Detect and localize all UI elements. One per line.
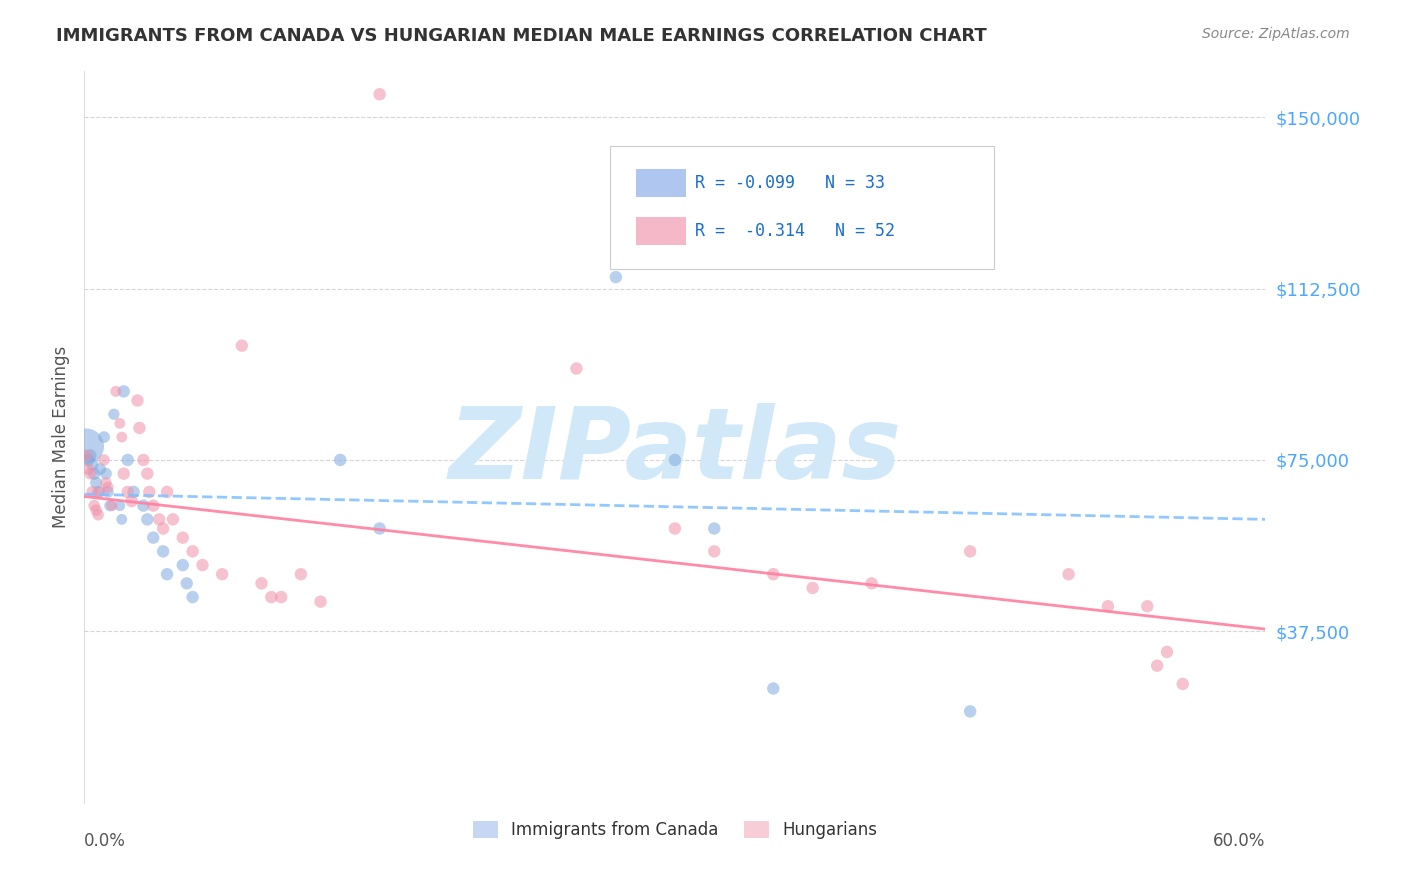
- Point: [84, 503, 107, 517]
- Point: [132, 453, 155, 467]
- Point: [1057, 567, 1080, 582]
- Point: [83, 467, 105, 481]
- Point: [250, 576, 273, 591]
- Point: [211, 567, 233, 582]
- Point: [1156, 645, 1178, 659]
- Point: [368, 87, 391, 102]
- Point: [75, 448, 97, 462]
- Point: [329, 453, 352, 467]
- Point: [104, 384, 127, 399]
- Text: 0.0%: 0.0%: [84, 832, 127, 850]
- Point: [142, 499, 165, 513]
- Point: [231, 338, 253, 352]
- Point: [1097, 599, 1119, 614]
- Point: [136, 467, 159, 481]
- Point: [260, 590, 283, 604]
- Point: [959, 544, 981, 558]
- Point: [162, 512, 184, 526]
- Point: [762, 681, 785, 696]
- Point: [664, 453, 686, 467]
- Point: [132, 499, 155, 513]
- Point: [82, 458, 104, 472]
- Point: [101, 499, 124, 513]
- Point: [136, 512, 159, 526]
- Point: [98, 499, 121, 513]
- Point: [148, 512, 170, 526]
- Point: [290, 567, 312, 582]
- Point: [605, 270, 627, 285]
- Point: [664, 521, 686, 535]
- Point: [270, 590, 292, 604]
- Point: [181, 590, 204, 604]
- Point: [309, 594, 332, 608]
- Point: [142, 531, 165, 545]
- Point: [93, 430, 115, 444]
- Text: IMMIGRANTS FROM CANADA VS HUNGARIAN MEDIAN MALE EARNINGS CORRELATION CHART: IMMIGRANTS FROM CANADA VS HUNGARIAN MEDI…: [56, 27, 987, 45]
- Point: [77, 453, 100, 467]
- Point: [117, 484, 139, 499]
- Point: [703, 521, 725, 535]
- Point: [801, 581, 824, 595]
- Point: [762, 567, 785, 582]
- Point: [108, 499, 131, 513]
- Point: [959, 705, 981, 719]
- Point: [93, 453, 115, 467]
- Point: [152, 544, 174, 558]
- Point: [156, 484, 179, 499]
- Point: [112, 467, 135, 481]
- Point: [111, 512, 134, 526]
- Point: [172, 531, 194, 545]
- Point: [176, 576, 198, 591]
- Text: ZIPatlas: ZIPatlas: [449, 403, 901, 500]
- Bar: [636, 169, 686, 197]
- Text: Source: ZipAtlas.com: Source: ZipAtlas.com: [1202, 27, 1350, 41]
- Point: [112, 384, 135, 399]
- Point: [83, 499, 105, 513]
- Point: [172, 558, 194, 573]
- Point: [103, 407, 125, 421]
- Point: [97, 484, 120, 499]
- Point: [75, 439, 97, 453]
- Point: [181, 544, 204, 558]
- Point: [138, 484, 160, 499]
- Point: [121, 494, 143, 508]
- Point: [127, 393, 149, 408]
- Point: [84, 475, 107, 490]
- Point: [565, 361, 588, 376]
- Text: R =  -0.314   N = 52: R = -0.314 N = 52: [695, 222, 896, 240]
- Point: [87, 508, 110, 522]
- Point: [117, 453, 139, 467]
- Point: [703, 544, 725, 558]
- Text: 60.0%: 60.0%: [1213, 832, 1265, 850]
- Point: [111, 430, 134, 444]
- Point: [94, 467, 117, 481]
- Legend: Immigrants from Canada, Hungarians: Immigrants from Canada, Hungarians: [467, 814, 883, 846]
- Point: [94, 475, 117, 490]
- Point: [89, 484, 111, 499]
- Point: [97, 480, 120, 494]
- Point: [122, 484, 145, 499]
- Point: [152, 521, 174, 535]
- Point: [1171, 677, 1194, 691]
- Point: [79, 467, 101, 481]
- Point: [82, 484, 104, 499]
- Point: [368, 521, 391, 535]
- Point: [108, 417, 131, 431]
- Point: [156, 567, 179, 582]
- Point: [191, 558, 214, 573]
- Point: [860, 576, 883, 591]
- Point: [128, 421, 150, 435]
- Bar: [636, 217, 686, 244]
- Point: [79, 448, 101, 462]
- Point: [1136, 599, 1159, 614]
- Point: [89, 462, 111, 476]
- FancyBboxPatch shape: [610, 146, 994, 268]
- Point: [87, 484, 110, 499]
- Text: R = -0.099   N = 33: R = -0.099 N = 33: [695, 174, 884, 193]
- Y-axis label: Median Male Earnings: Median Male Earnings: [52, 346, 70, 528]
- Point: [77, 462, 100, 476]
- Point: [1146, 658, 1168, 673]
